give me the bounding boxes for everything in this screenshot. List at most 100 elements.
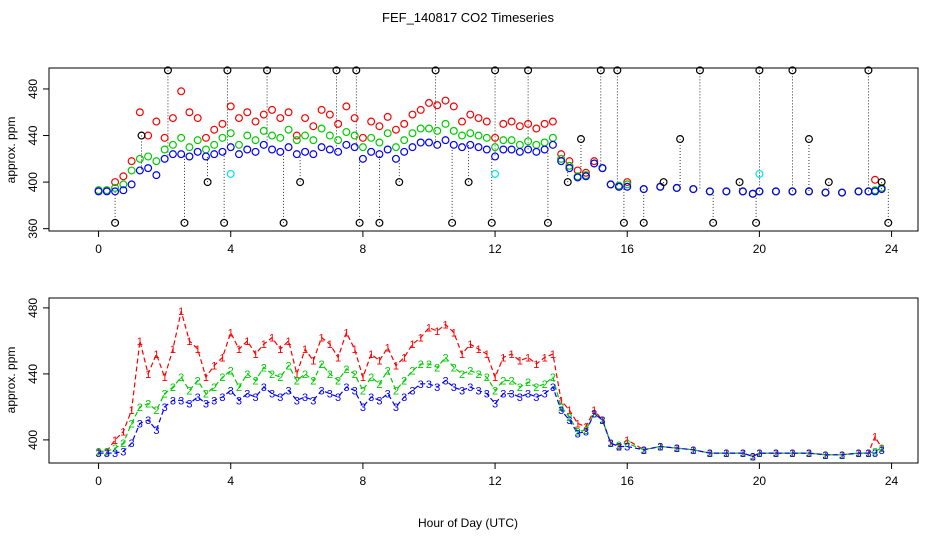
top-point-2 <box>623 180 632 189</box>
bottom-point-label-1: 1 <box>533 359 539 371</box>
top-point-1 <box>499 119 508 128</box>
bottom-point-label-2: 2 <box>773 448 779 460</box>
bottom-point-label-1: 1 <box>236 344 242 356</box>
bottom-point-label-3: 3 <box>393 402 399 414</box>
bottom-point-label-1: 1 <box>756 448 762 460</box>
bottom-point-label-3: 3 <box>302 392 308 404</box>
bottom-point-label-1: 1 <box>228 328 234 340</box>
bottom-point-label-1: 1 <box>690 445 696 457</box>
top-x-tick-label: 16 <box>621 242 635 256</box>
bottom-point-label-1: 1 <box>294 369 300 381</box>
top-point-3 <box>482 145 491 154</box>
top-point-3 <box>408 143 417 152</box>
top-point-black <box>695 66 704 75</box>
top-point-1 <box>391 125 400 134</box>
bottom-point-label-1: 1 <box>740 448 746 460</box>
bottom-point-label-3: 3 <box>872 448 878 460</box>
bottom-point-label-1: 1 <box>302 344 308 356</box>
top-point-1 <box>160 133 169 142</box>
bottom-point-label-1: 1 <box>178 306 184 318</box>
bottom-point-label-3: 3 <box>327 389 333 401</box>
bottom-point-label-3: 3 <box>310 395 316 407</box>
bottom-point-label-2: 2 <box>517 382 523 394</box>
bottom-point-label-3: 3 <box>542 389 548 401</box>
top-point-3 <box>301 147 310 156</box>
top-point-1 <box>127 157 136 166</box>
top-point-3 <box>102 187 111 196</box>
top-point-1 <box>325 110 334 119</box>
top-point-3 <box>416 138 425 147</box>
top-point-2 <box>350 131 359 140</box>
top-point-1 <box>408 110 417 119</box>
bottom-point-label-2: 2 <box>509 376 515 388</box>
top-point-1 <box>474 114 483 123</box>
top-point-1 <box>441 96 450 105</box>
top-point-2 <box>565 161 574 170</box>
bottom-point-label-3: 3 <box>616 442 622 454</box>
top-point-black <box>524 66 533 75</box>
top-point-2 <box>119 180 128 189</box>
top-point-2 <box>358 143 367 152</box>
top-point-black <box>111 218 120 227</box>
x-axis-label: Hour of Day (UTC) <box>418 516 518 530</box>
bottom-point-label-1: 1 <box>112 435 118 447</box>
top-point-2 <box>276 133 285 142</box>
top-point-1 <box>433 101 442 110</box>
top-point-3 <box>168 150 177 159</box>
bottom-point-label-3: 3 <box>855 448 861 460</box>
bottom-point-label-3: 3 <box>451 382 457 394</box>
bottom-point-label-3: 3 <box>459 385 465 397</box>
top-point-1 <box>466 110 475 119</box>
top-point-1 <box>292 131 301 140</box>
bottom-point-label-2: 2 <box>401 376 407 388</box>
top-point-1 <box>358 133 367 142</box>
top-point-3 <box>383 145 392 154</box>
bottom-point-label-1: 1 <box>219 352 225 364</box>
bottom-point-label-1: 1 <box>277 344 283 356</box>
top-point-3 <box>722 187 731 196</box>
bottom-point-label-2: 2 <box>426 359 432 371</box>
top-point-3 <box>606 180 615 189</box>
bottom-point-label-3: 3 <box>608 438 614 450</box>
top-point-black <box>296 178 305 187</box>
bottom-point-label-2: 2 <box>756 448 762 460</box>
bottom-point-label-1: 1 <box>104 446 110 458</box>
bottom-plot-frame <box>48 297 919 464</box>
bottom-point-label-2: 2 <box>533 382 539 394</box>
bottom-point-label-1: 1 <box>872 432 878 444</box>
bottom-point-label-2: 2 <box>525 377 531 389</box>
bottom-point-label-1: 1 <box>599 415 605 427</box>
top-point-2 <box>317 124 326 133</box>
bottom-point-label-2: 2 <box>608 438 614 450</box>
top-point-3 <box>748 189 757 198</box>
top-point-black <box>788 66 797 75</box>
top-point-3 <box>689 185 698 194</box>
top-point-black <box>279 218 288 227</box>
bottom-point-label-3: 3 <box>509 389 515 401</box>
top-point-3 <box>350 143 359 152</box>
top-point-1 <box>317 105 326 114</box>
bottom-point-label-3: 3 <box>773 448 779 460</box>
top-point-1 <box>268 105 277 114</box>
bottom-point-label-3: 3 <box>467 382 473 394</box>
top-point-black <box>352 66 361 75</box>
bottom-point-label-3: 3 <box>484 389 490 401</box>
bottom-point-label-1: 1 <box>459 349 465 361</box>
top-point-black <box>487 218 496 227</box>
top-point-1 <box>226 102 235 111</box>
bottom-point-label-2: 2 <box>219 372 225 384</box>
top-point-1 <box>375 122 384 131</box>
top-point-2 <box>342 128 351 137</box>
bottom-point-label-2: 2 <box>120 438 126 450</box>
top-point-1 <box>532 124 541 133</box>
top-point-black <box>137 131 146 140</box>
bottom-point-label-3: 3 <box>575 428 581 440</box>
bottom-point-label-2: 2 <box>641 445 647 457</box>
bottom-y-axis-label: approx. ppm <box>4 347 18 414</box>
top-point-3 <box>226 143 235 152</box>
bottom-point-label-2: 2 <box>285 361 291 373</box>
bottom-point-label-3: 3 <box>277 392 283 404</box>
top-point-black <box>223 66 232 75</box>
bottom-point-label-3: 3 <box>252 392 258 404</box>
bottom-point-label-2: 2 <box>879 443 885 455</box>
